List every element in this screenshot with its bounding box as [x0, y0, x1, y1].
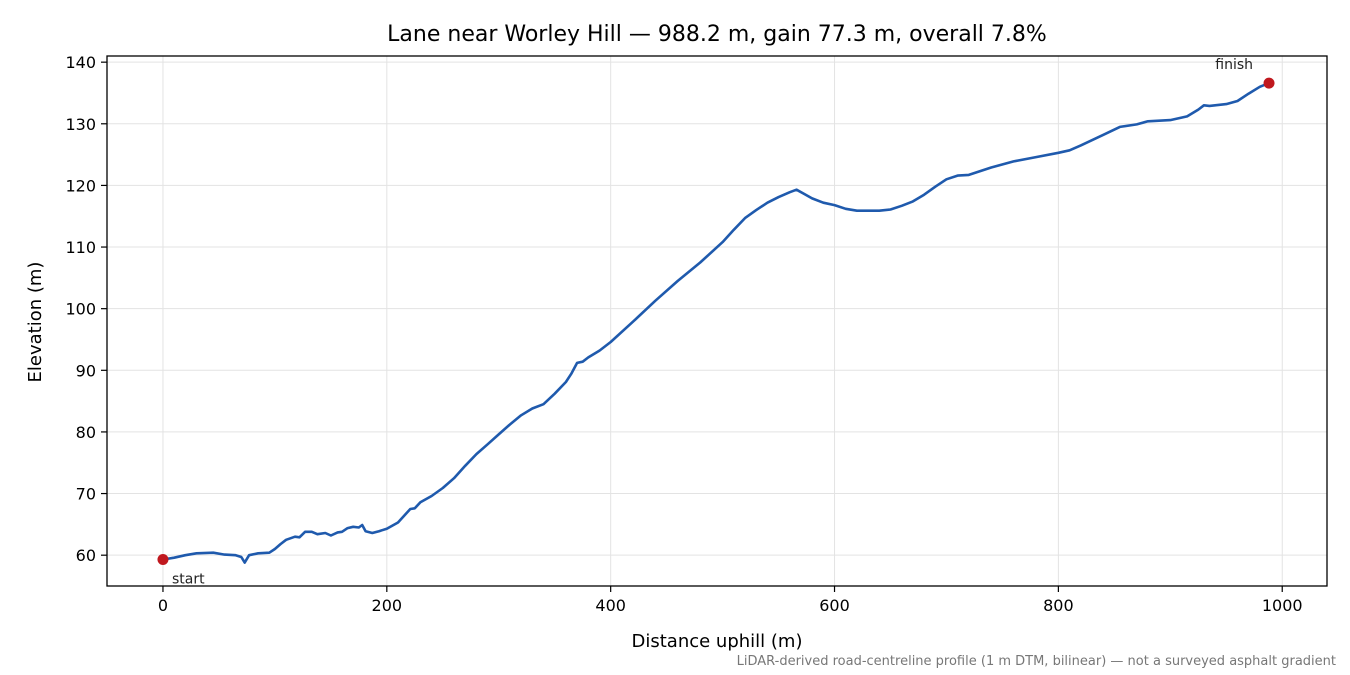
y-tick-label: 80: [76, 423, 96, 442]
y-tick-label: 60: [76, 546, 96, 565]
x-tick-label: 200: [372, 596, 403, 615]
footnote: LiDAR-derived road-centreline profile (1…: [737, 654, 1336, 669]
y-tick-label: 100: [65, 300, 96, 319]
y-axis-ticks: 60 70 80 90 100 110 120 130 140: [65, 53, 107, 565]
y-tick-label: 140: [65, 53, 96, 72]
start-marker: [157, 554, 169, 565]
y-tick-label: 130: [65, 115, 96, 134]
finish-marker: [1263, 77, 1275, 89]
y-tick-label: 70: [76, 485, 96, 504]
endpoint-markers: start finish: [157, 57, 1275, 588]
y-tick-label: 110: [65, 238, 96, 257]
x-axis-ticks: 0 200 400 600 800 1000: [158, 586, 1303, 615]
x-tick-label: 800: [1043, 596, 1074, 615]
grid: [107, 56, 1327, 586]
x-tick-label: 400: [595, 596, 626, 615]
start-label: start: [172, 572, 205, 588]
y-tick-label: 120: [65, 176, 96, 195]
x-axis-label: Distance uphill (m): [632, 631, 803, 652]
x-tick-label: 600: [819, 596, 850, 615]
elevation-series-line: [162, 81, 1270, 564]
x-tick-label: 1000: [1262, 596, 1303, 615]
chart-title: Lane near Worley Hill — 988.2 m, gain 77…: [387, 22, 1047, 47]
plot-frame: [106, 55, 1328, 587]
y-axis-label: Elevation (m): [25, 262, 46, 383]
finish-label: finish: [1215, 57, 1253, 73]
x-tick-label: 0: [158, 596, 168, 615]
y-tick-label: 90: [76, 361, 96, 380]
